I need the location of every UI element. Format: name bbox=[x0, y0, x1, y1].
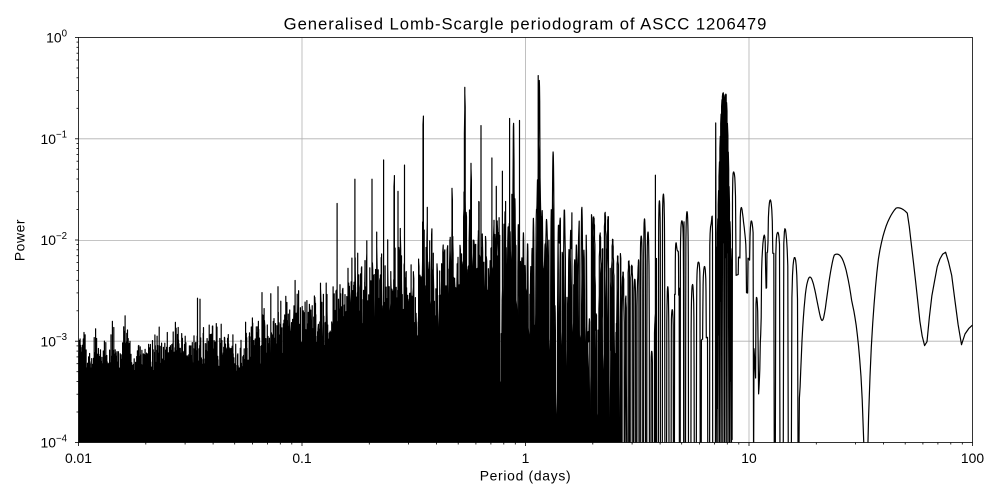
svg-text:0.01: 0.01 bbox=[65, 450, 92, 466]
svg-text:Period (days): Period (days) bbox=[480, 467, 572, 483]
svg-text:10: 10 bbox=[741, 450, 757, 466]
svg-text:0.1: 0.1 bbox=[292, 450, 312, 466]
svg-text:100: 100 bbox=[961, 450, 984, 466]
svg-text:1: 1 bbox=[522, 450, 530, 466]
svg-text:Generalised Lomb-Scargle perio: Generalised Lomb-Scargle periodogram of … bbox=[284, 15, 768, 34]
svg-text:Power: Power bbox=[11, 219, 27, 261]
